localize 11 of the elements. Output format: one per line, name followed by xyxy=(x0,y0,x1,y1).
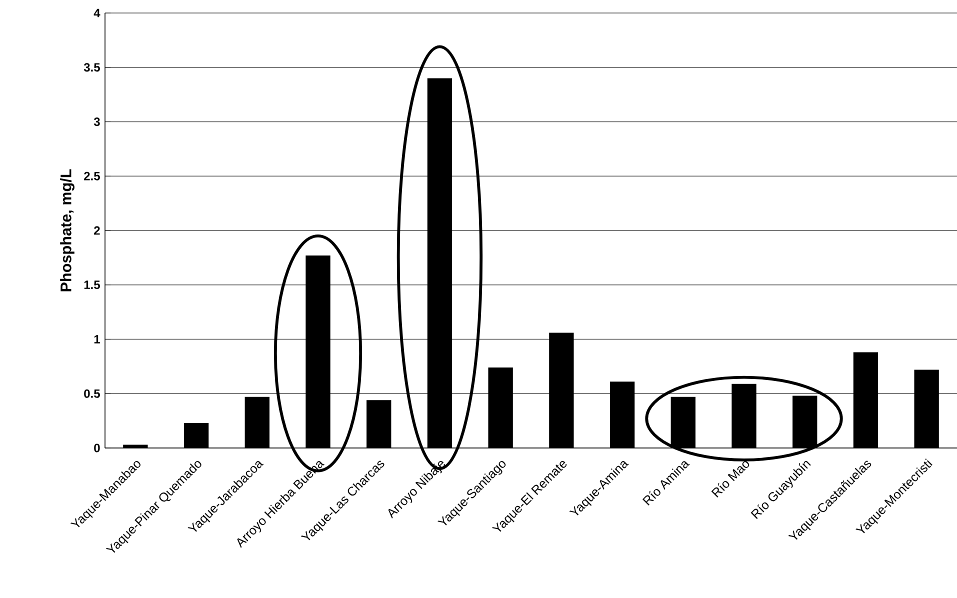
y-tick-label: 2 xyxy=(94,226,100,235)
y-axis-title: Phosphate, mg/L xyxy=(60,169,74,292)
y-tick-label: 1 xyxy=(94,335,100,344)
y-tick-label: 1.5 xyxy=(84,280,100,290)
y-tick-label: 3 xyxy=(94,117,100,126)
x-tick-label: Río Mao xyxy=(711,461,750,498)
y-tick-label: 2.5 xyxy=(84,172,100,180)
y-tick-label: 0 xyxy=(94,444,100,452)
y-tick-label: 3.5 xyxy=(84,63,100,72)
y-tick-label: 0.5 xyxy=(84,389,100,398)
y-tick-label: 4 xyxy=(94,8,100,18)
